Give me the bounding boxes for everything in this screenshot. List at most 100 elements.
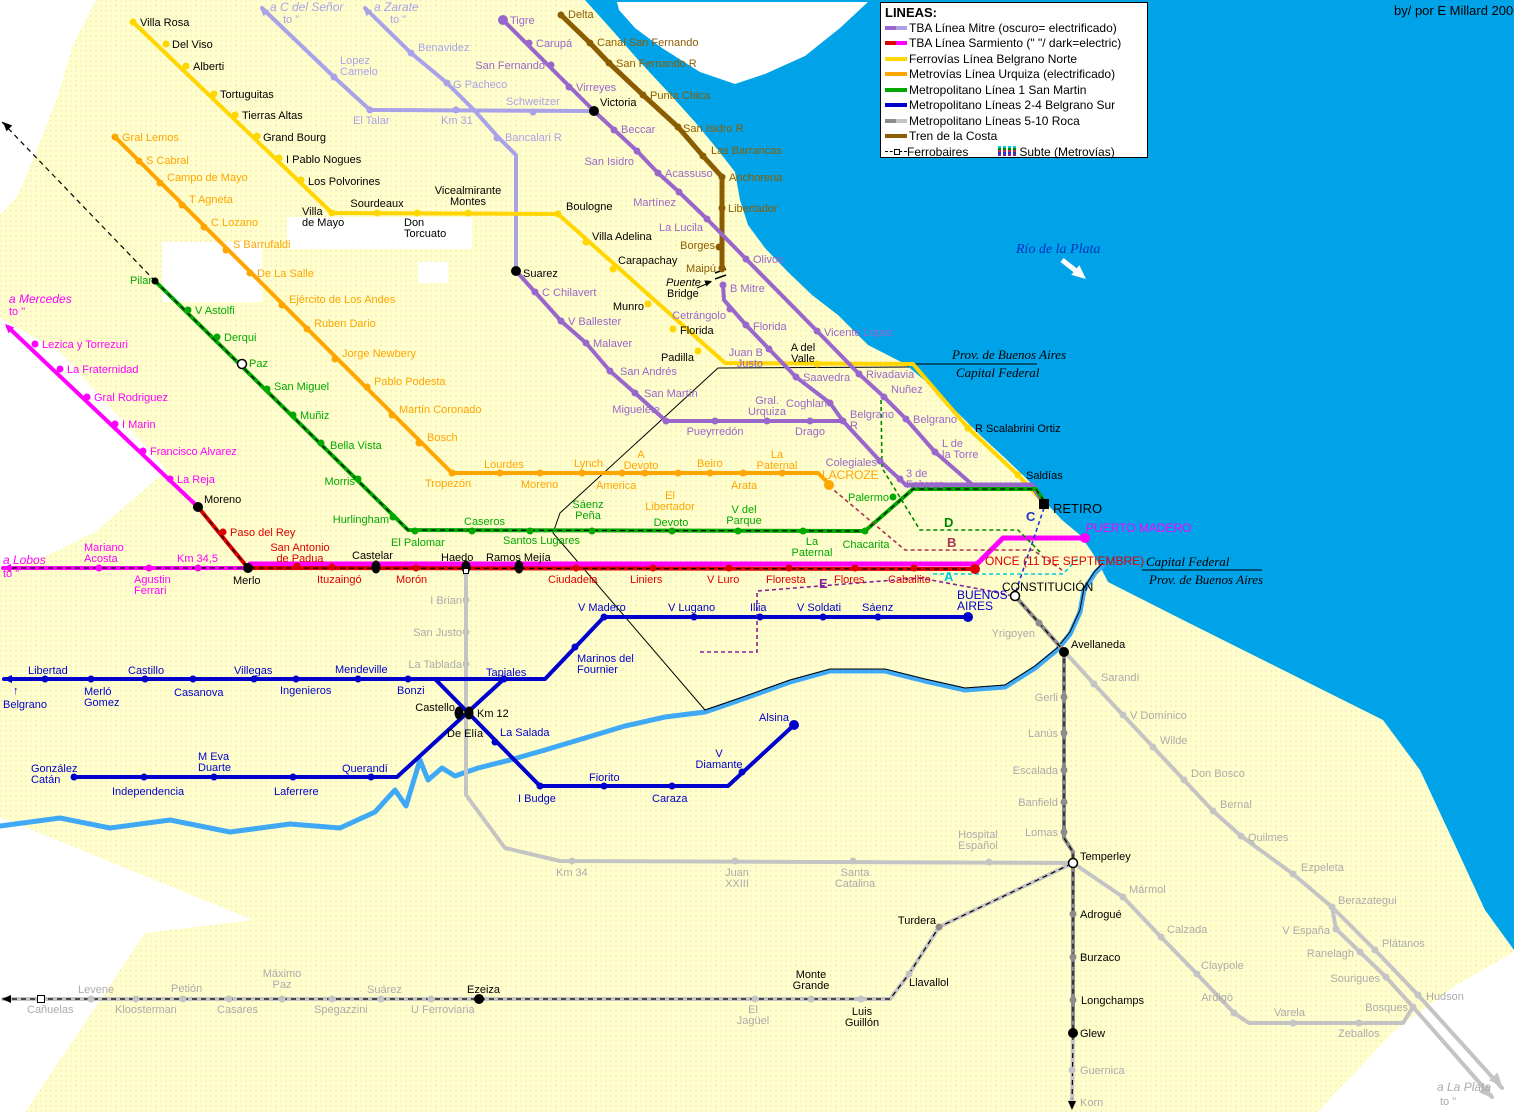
station-label: V Ballester [568,316,622,328]
station-dot [654,169,662,177]
station-label: Kloosterman [115,1004,177,1016]
station-label: Belgrano R [850,409,894,432]
map-annotation: to " [390,14,406,26]
station-dot [1371,946,1379,954]
station-dot [571,643,579,651]
station-label: Morón [396,574,427,586]
station-label: Alsina [759,712,790,724]
line-roca-laplata [1062,649,1504,1090]
station-dot [297,176,305,184]
station-label: Beiro [697,458,723,470]
station-label: Villa de Mayo [302,206,344,229]
station-label: Bosch [427,432,458,444]
station-dot [578,469,586,477]
station-label: Escalada [1013,765,1059,777]
station-dot [415,439,423,447]
station-dot [1193,970,1201,978]
map-annotation: Prov. de Buenos Aires [1148,572,1263,587]
station-label: Alberti [193,61,224,73]
legend-label: Ferrovías Línea Belgrano Norte [909,51,1078,66]
station-label: Km 12 [477,708,509,720]
station-dot [330,73,338,81]
station-label: Suarez [523,268,558,280]
station-label: V Lugano [668,602,715,614]
station-label: Ramos Mejía [486,552,552,564]
station-label: Sáenz [862,602,893,614]
line-san-martin-ferrobaires-dash [154,280,1047,532]
station-dot [726,305,734,313]
station-label: C Lozano [211,217,258,229]
station-dot [213,333,221,341]
station-label: Gerli [1035,692,1058,704]
station-dot [905,970,913,978]
station-label: La Tablada [408,659,463,671]
subte-letter-C: C [1026,509,1036,524]
legend-swatch [885,87,907,92]
station-label: V España [1282,925,1331,937]
station-label: Los Polvorines [308,176,381,188]
map-annotation: by/ por E Millard 2005 [1394,3,1514,18]
station-dot [189,675,197,683]
line-roca-electric-ferrobaires-dash [1014,595,1074,1035]
station-dot [851,564,859,572]
station-open-square [37,995,45,1003]
station-dot [1060,828,1068,836]
station-label: Anchorena [729,172,783,184]
station-label: Hudson [1426,991,1464,1003]
station-label: Punta Chica [650,90,711,102]
station-dot [600,782,608,790]
station-dot [303,325,311,333]
station-open-circle [1067,857,1079,869]
station-label: Monte Grande [793,969,830,992]
station-dot [41,675,49,683]
station-dot [734,527,742,535]
station-label: Saavedra [803,372,851,384]
legend-item: Metropolitano Líneas 2-4 Belgrano Sur [885,98,1143,114]
station-dot [557,317,565,325]
station-dot [464,706,474,720]
station-dot [529,108,537,116]
station-dot [610,126,618,134]
legend-item: Ferrobaires Subte (Metrovías) [885,144,1143,160]
station-dot [243,563,253,573]
station-dot [496,469,504,477]
station-label: Bernal [1220,799,1252,811]
station-label: Nuñez [891,384,923,396]
station-label: Malaver [593,338,632,350]
station-dot [111,133,119,141]
station-dot [756,613,764,621]
station-label: San Miguel [274,381,329,393]
legend-swatch [885,134,907,139]
station-label: Km 31 [441,115,473,127]
station-label: Mendeville [335,664,388,676]
station-label: Muñiz [300,410,329,422]
station-label: Liniers [630,574,663,586]
station-dot [789,720,799,730]
station-label: San Isidro R [683,123,744,135]
station-dot [511,266,521,276]
station-dot [861,527,869,535]
station-dot [87,675,95,683]
station-label: Tapiales [486,667,527,679]
map-annotation: Capital Federal [956,365,1040,380]
station-label: La Fraternidad [67,364,139,376]
legend-swatch [896,118,907,123]
station-dot [719,281,727,289]
line-roca-laplata2 [1411,1005,1494,1099]
station-dot [554,210,562,218]
station-dot [140,773,148,781]
station-dot [703,215,711,223]
station-dot [662,417,670,425]
station-dot [874,613,882,621]
station-dot [694,347,702,355]
station-dot [225,995,233,1003]
station-dot [135,157,143,165]
station-dot [317,439,325,447]
station-label: Caseros [464,516,505,528]
station-dot [557,11,565,19]
station-label: Miguelete [612,404,660,416]
station-dot [889,493,897,501]
station-dot [377,995,385,1003]
station-dot [970,564,980,574]
station-dot [179,995,187,1003]
